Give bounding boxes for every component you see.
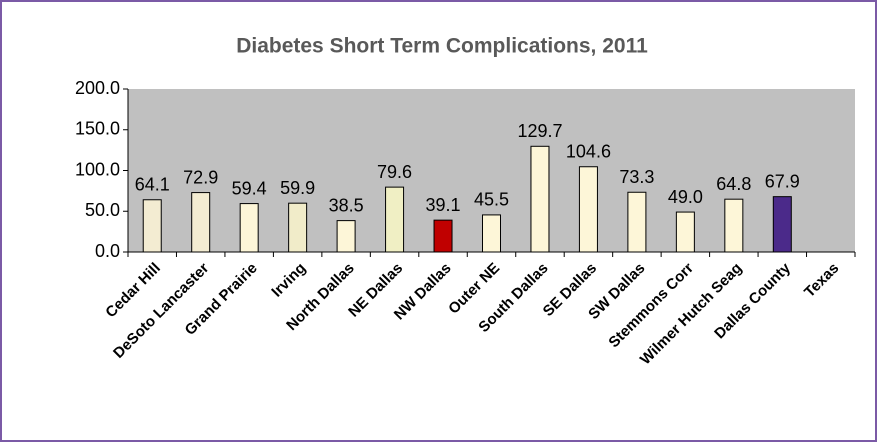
y-tick-label: 100.0 [75,159,120,179]
bar [433,219,453,253]
data-label: 39.1 [426,195,461,215]
bar [724,198,744,253]
bar [482,214,501,253]
bar [578,166,598,253]
bar [385,186,405,253]
data-label: 64.8 [716,174,751,194]
bar [772,196,792,253]
data-label: 49.0 [668,187,703,207]
bar [675,211,695,253]
data-label: 59.4 [232,178,267,198]
data-label: 72.9 [183,167,218,187]
bar [239,203,259,253]
bar [191,192,211,253]
chart-title: Diabetes Short Term Complications, 2011 [236,35,648,58]
y-tick-label: 200.0 [75,78,120,98]
data-label: 45.5 [474,190,509,210]
data-label: 129.7 [517,121,562,141]
y-tick-label: 50.0 [85,200,120,220]
y-tick-label: 0.0 [95,241,120,261]
data-label: 104.6 [566,142,611,162]
bar [336,220,356,253]
bar [288,202,308,253]
data-label: 73.3 [619,167,654,187]
y-tick-label: 150.0 [75,119,120,139]
data-label: 67.9 [765,171,800,191]
bar [627,191,647,253]
data-label: 79.6 [377,162,412,182]
data-label: 59.9 [280,178,315,198]
bar [530,145,550,253]
data-label: 38.5 [329,195,364,215]
data-label: 64.1 [135,175,170,195]
bar [142,199,162,253]
